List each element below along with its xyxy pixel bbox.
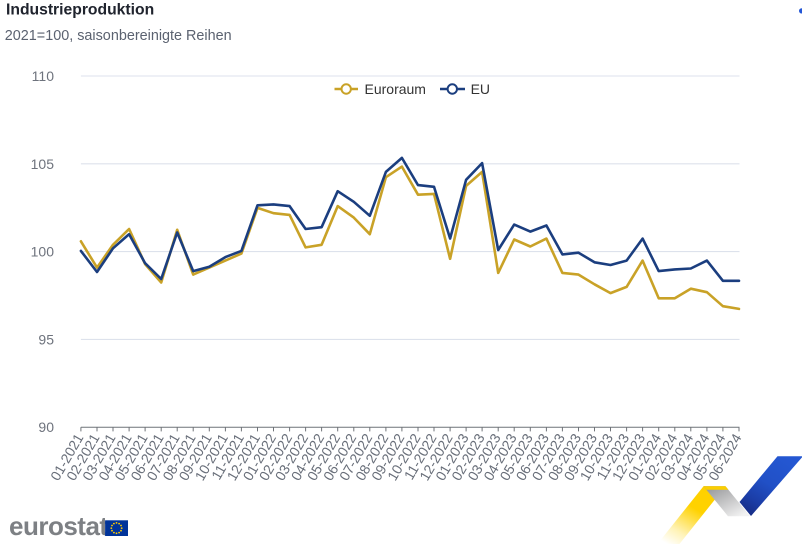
svg-text:Industrieproduktion: Industrieproduktion	[6, 2, 154, 19]
svg-text:90: 90	[38, 419, 54, 435]
svg-text:EU: EU	[471, 81, 490, 97]
svg-text:95: 95	[38, 331, 54, 347]
svg-text:110: 110	[32, 68, 55, 84]
svg-text:eurostat: eurostat	[9, 511, 108, 541]
svg-text:2021=100, saisonbereinigte Rei: 2021=100, saisonbereinigte Reihen	[5, 28, 232, 44]
svg-text:105: 105	[31, 156, 55, 172]
svg-text:Euroraum: Euroraum	[365, 81, 426, 97]
svg-text:100: 100	[31, 244, 55, 260]
